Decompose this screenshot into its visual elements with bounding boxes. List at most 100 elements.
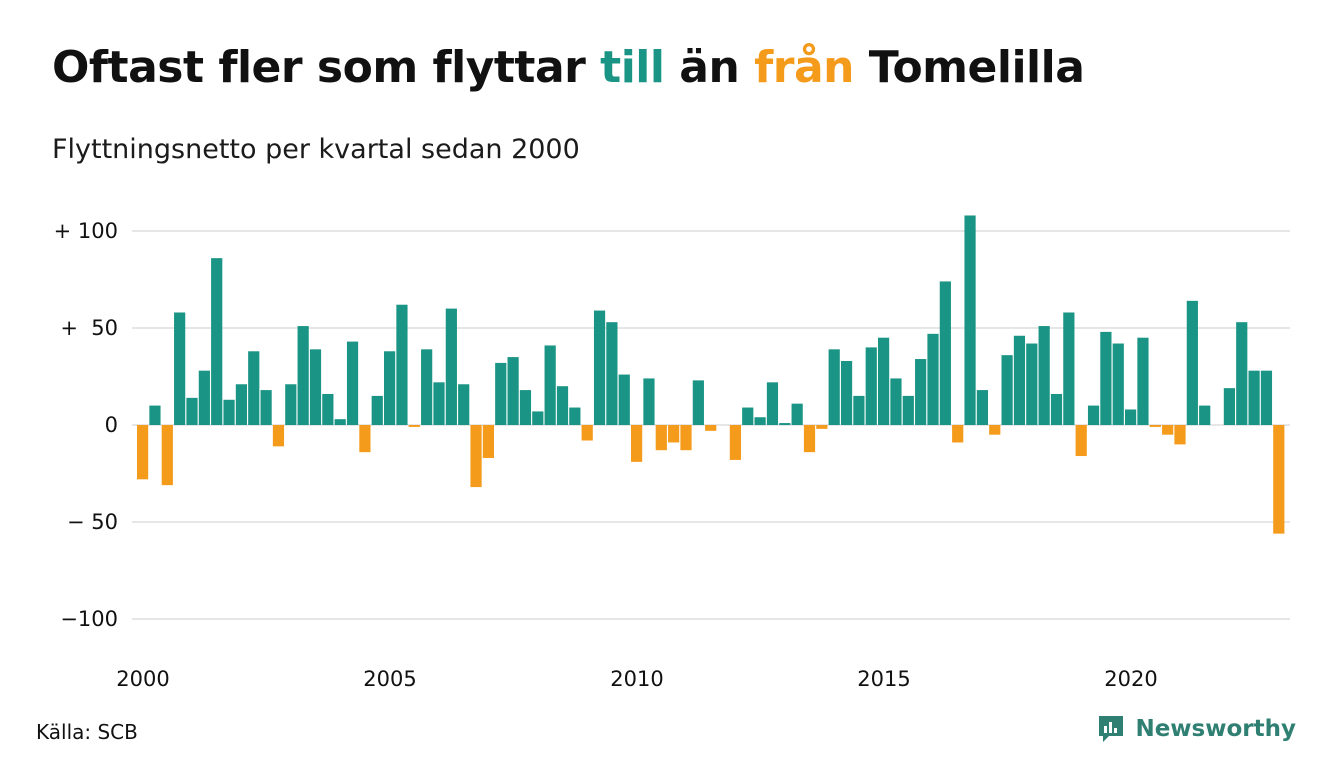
x-tick-label: 2005 (363, 667, 416, 691)
bar (878, 337, 890, 425)
bar (223, 399, 235, 425)
bar (964, 215, 976, 425)
bar (445, 308, 457, 425)
bar (581, 425, 593, 441)
bar (1013, 335, 1026, 425)
bar (260, 390, 272, 425)
bar (433, 382, 445, 425)
bar (618, 374, 630, 425)
bar (692, 380, 704, 425)
bar (976, 390, 988, 425)
bar (470, 425, 482, 488)
bar (556, 386, 569, 425)
newsworthy-logo[interactable]: Newsworthy (1097, 714, 1296, 744)
bar (421, 349, 433, 425)
bar (655, 425, 667, 451)
bar (927, 333, 939, 425)
bar (865, 347, 877, 425)
bar (593, 310, 606, 425)
bar (1236, 322, 1248, 425)
bar (742, 407, 754, 425)
bar (766, 382, 779, 425)
bar (754, 417, 766, 425)
bar (1137, 337, 1149, 425)
y-tick-label: 0 (105, 413, 118, 437)
bar (1100, 331, 1112, 425)
bar (334, 419, 346, 425)
bar (989, 425, 1001, 435)
bar (915, 359, 927, 425)
bar (458, 384, 470, 425)
bar (853, 395, 865, 425)
chart-subtitle: Flyttningsnetto per kvartal sedan 2000 (52, 134, 580, 165)
bar (1063, 312, 1075, 425)
logo-text: Newsworthy (1135, 716, 1296, 742)
title-part-1: Oftast fler som flyttar (52, 42, 601, 93)
y-tick-label: − 50 (67, 510, 118, 534)
bar (705, 425, 717, 431)
bar (346, 341, 359, 425)
bar (606, 322, 618, 425)
bar (544, 345, 556, 425)
bar (211, 258, 223, 425)
bar (631, 425, 643, 462)
bar (1162, 425, 1174, 435)
bar (1174, 425, 1186, 445)
bar (309, 349, 322, 425)
bar (729, 425, 741, 460)
x-tick-label: 2015 (857, 667, 910, 691)
title-part-3: Tomelilla (853, 42, 1085, 93)
bar (198, 370, 210, 425)
bar (532, 411, 544, 425)
bar (161, 425, 173, 486)
bar (791, 403, 803, 425)
y-tick-label: + 50 (60, 316, 118, 340)
bar (828, 349, 840, 425)
bar (1199, 405, 1211, 425)
bar (186, 397, 198, 425)
bar (482, 425, 494, 458)
bar (507, 357, 519, 425)
bar (902, 395, 914, 425)
newsworthy-logo-icon (1099, 716, 1124, 742)
x-tick-label: 2020 (1104, 667, 1157, 691)
y-tick-label: + 100 (54, 219, 118, 243)
bar (1273, 425, 1285, 534)
bar (1125, 409, 1137, 425)
chart-title: Oftast fler som flyttar till än från Tom… (52, 42, 1085, 93)
source-label: Källa: SCB (36, 720, 138, 744)
bar (569, 407, 581, 425)
bar (939, 281, 951, 425)
bar (643, 378, 655, 425)
x-tick-label: 2000 (116, 667, 169, 691)
bar (952, 425, 964, 443)
bar (1026, 343, 1038, 425)
bar (668, 425, 680, 443)
bar (137, 425, 149, 480)
bar (322, 393, 334, 425)
bar (359, 425, 371, 453)
bar (384, 351, 396, 425)
title-till: till (600, 42, 665, 93)
bar (1075, 425, 1087, 457)
x-tick-label: 2010 (610, 667, 663, 691)
bar-chart: + 100 + 50 0 − 50 −100 2000 2005 2010 2015 2020 (54, 215, 1290, 691)
bar (840, 360, 853, 425)
bar (1186, 300, 1198, 425)
bar (174, 312, 186, 425)
bar (285, 384, 297, 425)
bar (519, 390, 532, 425)
bar (272, 425, 285, 447)
title-part-2: än (664, 42, 755, 93)
bar (1087, 405, 1100, 425)
bar (890, 378, 902, 425)
bar (297, 326, 309, 425)
bar (149, 405, 161, 425)
bar (248, 351, 260, 425)
bar (1112, 343, 1124, 425)
bar (1001, 355, 1013, 425)
x-axis-ticks: 2000 2005 2010 2015 2020 (116, 667, 1157, 691)
bars (137, 215, 1285, 534)
bar (1260, 370, 1273, 425)
bar (396, 304, 408, 425)
